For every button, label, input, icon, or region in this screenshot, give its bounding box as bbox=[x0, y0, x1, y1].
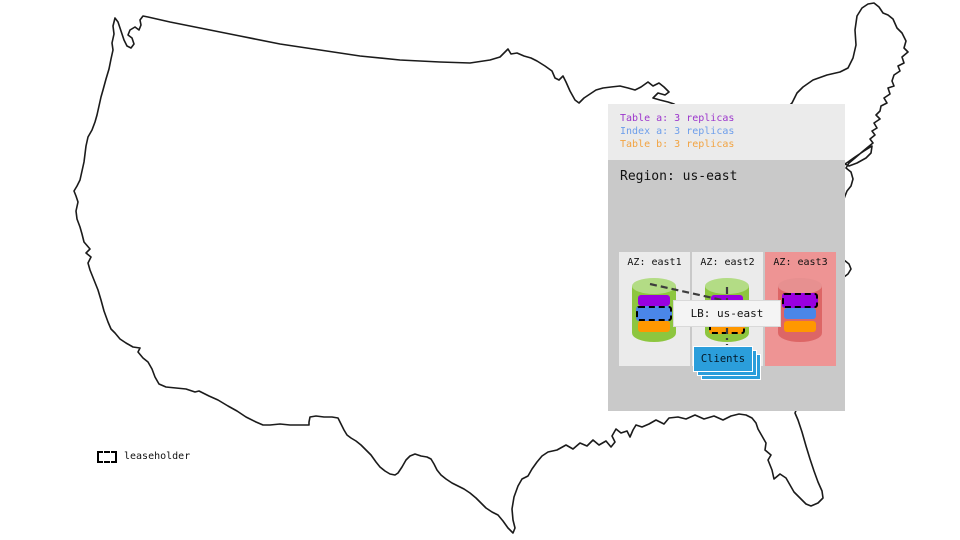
region-title: Region: us-east bbox=[620, 169, 738, 184]
replica-bar-table-a-leaseholder bbox=[782, 293, 818, 308]
leaseholder-key-label: leaseholder bbox=[124, 451, 191, 462]
db-cylinder-top bbox=[632, 278, 676, 294]
db-node-east1 bbox=[632, 278, 676, 342]
db-cylinder-top bbox=[705, 278, 749, 294]
replica-bar-table-b bbox=[784, 321, 816, 332]
us-map-border-path bbox=[73, 2, 909, 534]
db-node-east3 bbox=[778, 278, 822, 342]
replica-bar-index-a bbox=[784, 308, 816, 319]
legend-table-b: Table b: 3 replicas bbox=[620, 139, 735, 150]
db-cylinder-top bbox=[778, 278, 822, 294]
az-label-east2: AZ: east2 bbox=[700, 257, 755, 268]
load-balancer-box: LB: us-east bbox=[673, 300, 781, 327]
legend-table-a: Table a: 3 replicas bbox=[620, 113, 735, 124]
leaseholder-key-swatch bbox=[97, 451, 117, 463]
replica-bar-table-b bbox=[638, 321, 670, 332]
az-label-east1: AZ: east1 bbox=[627, 257, 682, 268]
replica-bar-table-a bbox=[638, 295, 670, 306]
az-label-east3: AZ: east3 bbox=[773, 257, 828, 268]
legend-index-a: Index a: 3 replicas bbox=[620, 126, 735, 137]
replica-legend: Table a: 3 replicas Index a: 3 replicas … bbox=[608, 104, 845, 160]
replica-bar-index-a-leaseholder bbox=[636, 306, 672, 321]
clients-box: Clients bbox=[693, 346, 753, 372]
